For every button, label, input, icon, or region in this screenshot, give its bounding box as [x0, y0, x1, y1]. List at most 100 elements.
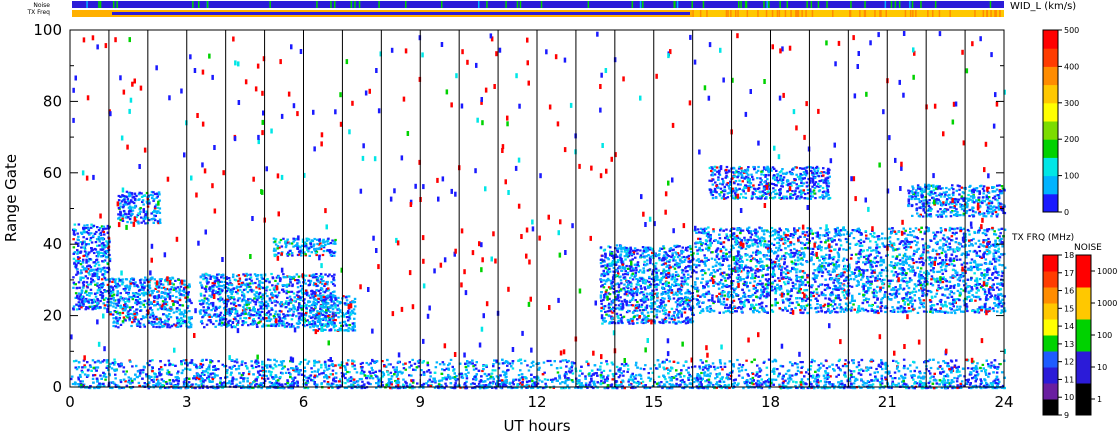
scatter-cell — [601, 319, 605, 322]
scatter-cell — [114, 310, 118, 314]
scatter-cell — [834, 231, 837, 235]
scatter-cell — [236, 319, 240, 323]
scatter-cell — [655, 271, 658, 274]
scatter-cell — [843, 271, 846, 274]
scatter-cell — [108, 287, 111, 290]
scatter-cell — [998, 235, 1001, 238]
scatter-cell — [242, 305, 245, 309]
scatter-cell — [330, 298, 333, 301]
scatter-cell — [672, 259, 675, 262]
scatter-cell — [172, 283, 175, 286]
scatter-cell — [94, 283, 97, 286]
scatter-cell — [667, 276, 670, 279]
scatter-cell — [650, 296, 653, 299]
scatter-cell — [255, 292, 259, 295]
scatter-cell — [96, 282, 99, 285]
scatter-cell — [72, 238, 75, 241]
scatter-cell — [176, 325, 179, 328]
scatter-cell — [626, 256, 630, 259]
scatter-cell — [824, 294, 827, 297]
scatter-cell — [265, 317, 268, 320]
scatter-cell — [280, 322, 284, 325]
scatter-cell — [268, 319, 271, 322]
scatter-cell — [646, 317, 650, 320]
scatter-cell — [109, 285, 113, 288]
scatter-cell — [953, 227, 956, 230]
scatter-cell — [238, 286, 241, 289]
scatter-cell — [299, 284, 303, 288]
scatter-cell — [93, 305, 96, 308]
scatter-cell — [875, 291, 878, 294]
scatter-cell — [129, 278, 133, 281]
scatter-cell — [103, 273, 106, 276]
scatter-cell — [770, 226, 774, 230]
scatter-cell — [125, 304, 129, 307]
noise-mark — [116, 1, 118, 8]
scatter-cell — [140, 292, 144, 295]
scatter-cell — [87, 264, 90, 267]
txfreq-mark — [982, 10, 985, 17]
scatter-cell — [310, 293, 313, 296]
scatter-cell — [637, 305, 641, 308]
scatter-cell — [674, 274, 678, 277]
scatter-cell — [754, 241, 757, 244]
scatter-cell — [792, 255, 795, 258]
scatter-cell — [614, 307, 617, 310]
scatter-cell — [681, 246, 684, 249]
scatter-cell — [668, 290, 671, 293]
scatter-cell — [99, 290, 103, 293]
scatter-cell — [646, 311, 650, 314]
scatter-cell — [270, 323, 273, 326]
scatter-cell — [236, 323, 239, 326]
scatter-cell — [674, 251, 677, 254]
scatter-cell — [610, 252, 613, 255]
scatter-cell — [661, 276, 665, 279]
scatter-cell — [348, 317, 352, 320]
scatter-cell — [656, 295, 659, 298]
scatter-cell — [677, 320, 680, 323]
scatter-cell — [622, 315, 626, 318]
scatter-cell — [296, 286, 300, 289]
scatter-cell — [216, 273, 219, 276]
scatter-cell — [599, 246, 603, 249]
scatter-cell — [292, 325, 295, 328]
scatter-cell — [262, 318, 265, 321]
scatter-cell — [108, 241, 111, 244]
noise-mark — [691, 1, 693, 8]
scatter-cell — [338, 327, 342, 330]
scatter-cell — [95, 268, 98, 271]
scatter-cell — [219, 311, 223, 314]
scatter-cell — [649, 285, 652, 289]
scatter-cell — [267, 316, 271, 320]
scatter-cell — [104, 252, 108, 255]
scatter-cell — [917, 228, 921, 231]
scatter-cell — [140, 318, 143, 321]
scatter-cell — [98, 227, 102, 230]
scatter-cell — [98, 244, 101, 247]
scatter-cell — [313, 322, 317, 325]
scatter-cell — [645, 304, 649, 307]
scatter-cell — [673, 267, 677, 270]
scatter-cell — [121, 283, 124, 286]
scatter-cell — [78, 295, 82, 298]
scatter-cell — [207, 306, 210, 309]
scatter-cell — [219, 291, 222, 294]
noise-mark — [744, 1, 747, 8]
scatter-cell — [327, 309, 330, 313]
scatter-cell — [138, 297, 142, 300]
scatter-cell — [686, 301, 689, 304]
scatter-cell — [607, 304, 610, 307]
scatter-cell — [104, 270, 107, 273]
scatter-cell — [274, 304, 277, 307]
scatter-cell — [179, 282, 182, 285]
scatter-cell — [215, 276, 219, 279]
scatter-cell — [817, 285, 820, 288]
scatter-cell — [221, 289, 224, 292]
scatter-cell — [312, 300, 315, 303]
scatter-cell — [967, 230, 971, 233]
scatter-cell — [270, 291, 273, 295]
txfreq-mark — [790, 10, 792, 17]
scatter-cell — [218, 313, 222, 316]
scatter-cell — [973, 272, 976, 275]
scatter-cell — [604, 266, 608, 270]
